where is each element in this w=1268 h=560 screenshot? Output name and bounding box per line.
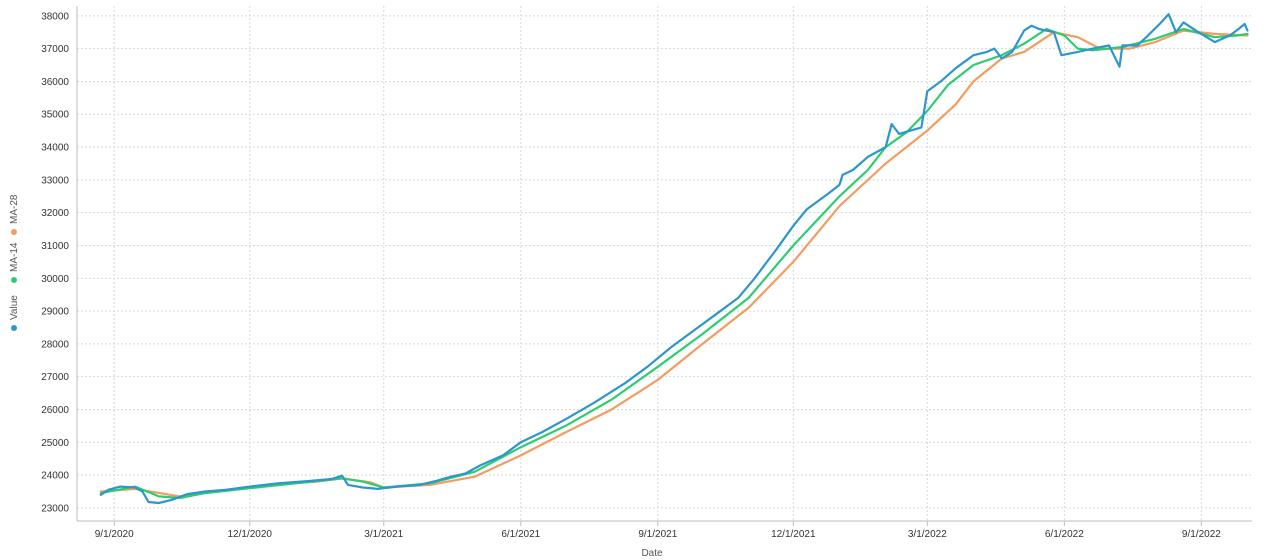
series-lines [99,13,1249,505]
legend-label-ma-14: MA-14 [9,242,20,272]
y-tick-label: 25000 [41,438,69,449]
legend-label-value: Value [9,295,20,320]
y-tick-label: 23000 [41,503,69,514]
legend-swatch-ma-28 [11,229,17,235]
y-tick-label: 29000 [41,307,69,318]
x-tick-label: 12/1/2021 [771,529,816,540]
x-tick-label: 3/1/2022 [908,529,947,540]
y-tick-label: 33000 [41,175,69,186]
legend-swatch-value [11,325,17,331]
y-tick-label: 35000 [41,110,69,121]
y-tick-label: 34000 [41,143,69,154]
x-tick-label: 9/1/2021 [638,529,677,540]
legend-swatch-ma-14 [11,277,17,283]
y-tick-label: 31000 [41,241,69,252]
x-tick-label: 9/1/2022 [1182,529,1221,540]
y-tick-label: 24000 [41,471,69,482]
legend-label-ma-28: MA-28 [9,194,20,224]
series-line-ma-28 [99,29,1249,498]
x-tick-label: 12/1/2020 [228,529,273,540]
legend: Value MA-14 MA-28 [9,194,20,331]
series-line-ma-14 [99,27,1249,500]
y-tick-label: 26000 [41,405,69,416]
x-axis-title: Date [641,548,663,559]
x-tick-label: 3/1/2021 [364,529,403,540]
y-tick-label: 28000 [41,339,69,350]
y-tick-label: 27000 [41,372,69,383]
y-tick-label: 36000 [41,77,69,88]
y-tick-label: 30000 [41,274,69,285]
y-tick-label: 37000 [41,44,69,55]
axes: 23000 24000 25000 26000 27000 28000 29000 30000… [41,6,1252,540]
y-tick-label: 32000 [41,208,69,219]
y-tick-label: 38000 [41,11,69,22]
grid [77,6,1252,521]
x-tick-label: 9/1/2020 [95,529,134,540]
x-tick-label: 6/1/2022 [1045,529,1084,540]
series-line-value [99,13,1249,505]
x-tick-label: 6/1/2021 [501,529,540,540]
